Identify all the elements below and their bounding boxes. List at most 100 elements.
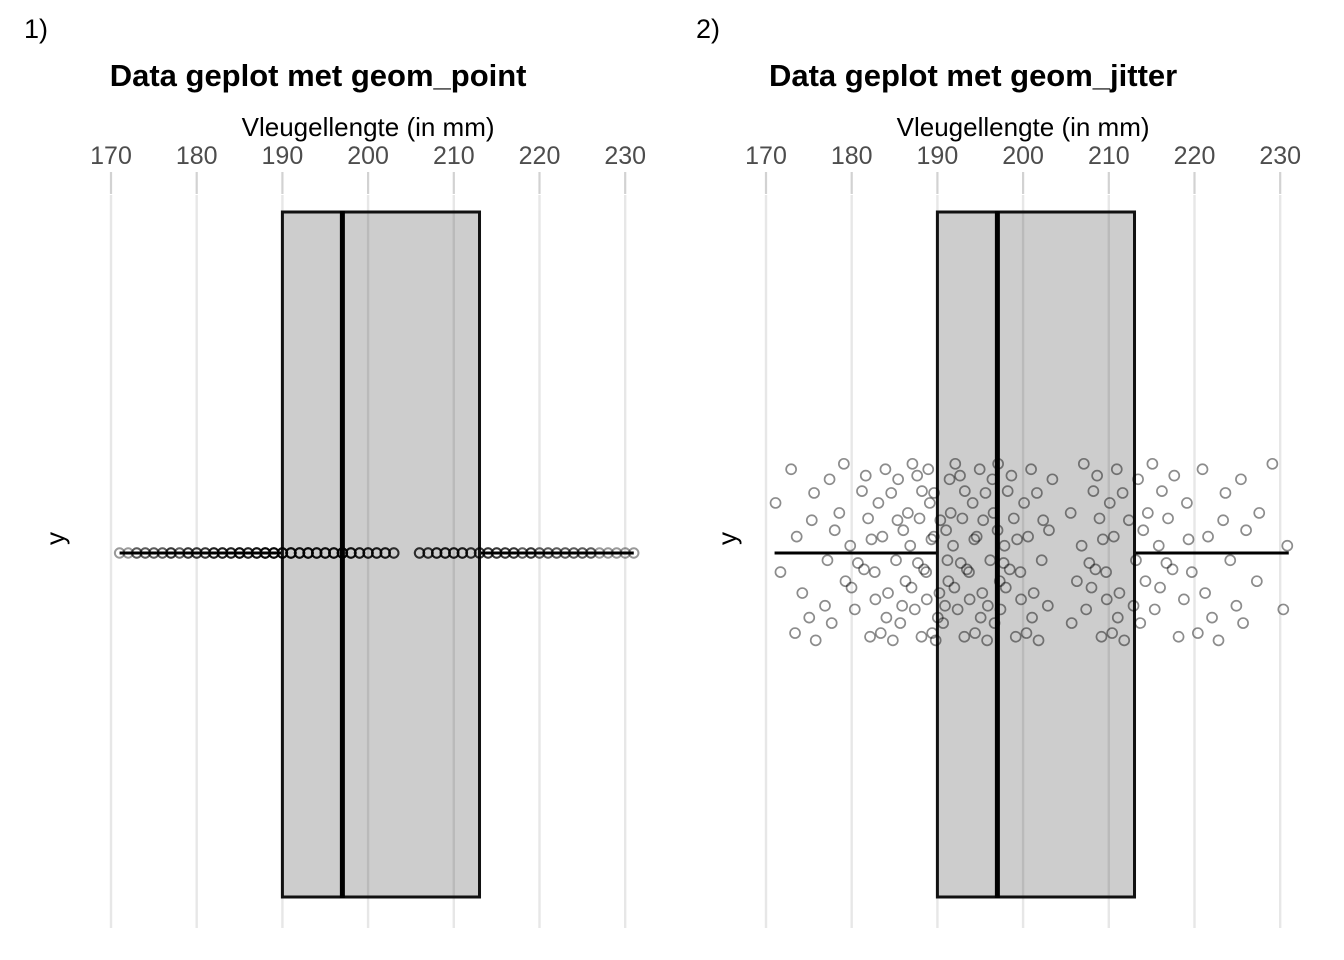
- data-point: [856, 485, 868, 497]
- data-point: [156, 547, 169, 559]
- data-point: [968, 533, 981, 546]
- data-point: [319, 547, 331, 559]
- data-point: [949, 457, 962, 470]
- data-point: [1087, 485, 1100, 497]
- data-point: [1217, 514, 1229, 527]
- data-point: [225, 547, 237, 559]
- data-point: [1162, 512, 1174, 525]
- data-point: [370, 547, 383, 559]
- data-point: [916, 485, 928, 497]
- data-point: [250, 547, 263, 559]
- data-point: [808, 487, 820, 499]
- data-point: [892, 473, 904, 486]
- data-point: [918, 563, 930, 576]
- data-point: [602, 547, 614, 559]
- data-point: [242, 547, 254, 559]
- data-point: [456, 547, 469, 559]
- data-point: [1116, 487, 1129, 499]
- data-point: [233, 547, 246, 559]
- data-point: [439, 547, 451, 559]
- x-tick-label: 230: [604, 142, 646, 170]
- data-point: [954, 469, 966, 482]
- data-point: [769, 497, 782, 509]
- data-point: [1152, 539, 1165, 552]
- data-point: [992, 457, 1004, 470]
- data-point: [1181, 497, 1193, 509]
- data-point: [499, 547, 511, 559]
- data-point: [319, 547, 331, 559]
- data-point: [1156, 485, 1168, 497]
- data-point: [890, 554, 902, 567]
- data-point: [302, 547, 314, 559]
- data-point: [508, 547, 520, 559]
- data-point: [525, 547, 537, 559]
- data-point: [353, 547, 366, 559]
- data-point: [268, 547, 280, 559]
- data-point: [869, 593, 882, 606]
- data-point: [927, 530, 940, 543]
- data-point: [533, 547, 546, 559]
- data-point: [986, 473, 999, 486]
- data-point: [302, 547, 314, 559]
- data-point: [576, 547, 589, 559]
- data-point: [872, 497, 885, 509]
- data-point: [928, 487, 940, 499]
- data-point: [465, 547, 477, 559]
- data-point: [1037, 514, 1050, 527]
- data-point: [858, 563, 870, 576]
- data-point: [268, 547, 280, 559]
- data-point: [328, 547, 340, 559]
- data-point: [1071, 575, 1083, 588]
- data-point: [1020, 627, 1033, 639]
- data-point: [1237, 617, 1249, 629]
- data-point: [1132, 473, 1144, 486]
- data-point: [937, 617, 949, 629]
- data-point: [1009, 630, 1022, 643]
- data-point: [1178, 593, 1190, 606]
- data-point: [516, 547, 529, 559]
- data-point: [516, 547, 529, 559]
- panel-geom-jitter: 170 180 190 200 210 220 230: [745, 142, 1301, 928]
- data-point: [1206, 611, 1218, 624]
- data-point: [242, 547, 254, 559]
- data-point: [336, 547, 349, 559]
- data-point: [902, 507, 914, 519]
- data-point: [233, 547, 246, 559]
- data-point: [1041, 599, 1054, 612]
- data-point: [998, 539, 1011, 552]
- data-point: [789, 627, 801, 639]
- data-point: [448, 547, 460, 559]
- data-point: [430, 547, 443, 559]
- data-point: [456, 547, 469, 559]
- data-point: [823, 473, 836, 486]
- data-point: [370, 547, 383, 559]
- x-tick-label: 220: [1174, 142, 1216, 170]
- data-point: [981, 634, 993, 647]
- data-point: [422, 547, 434, 559]
- data-point: [1240, 524, 1252, 537]
- data-point: [925, 533, 938, 546]
- data-point: [619, 547, 631, 559]
- data-point: [465, 547, 477, 559]
- data-point: [931, 611, 944, 624]
- data-point: [191, 547, 203, 559]
- data-point: [974, 611, 987, 624]
- data-point: [199, 547, 211, 559]
- data-point: [216, 547, 229, 559]
- x-tick-label: 190: [262, 142, 304, 170]
- data-point: [293, 547, 306, 559]
- data-point: [448, 547, 460, 559]
- subplot-geom-jitter: 170 180 190 200 210 220 230 2) Data geplot met…: [672, 0, 1344, 960]
- data-point: [225, 547, 237, 559]
- x-tick-label: 180: [831, 142, 873, 170]
- x-tick-label: 210: [1088, 142, 1130, 170]
- data-point: [550, 547, 563, 559]
- data-point: [1127, 599, 1140, 612]
- data-point: [293, 547, 306, 559]
- data-point: [422, 547, 434, 559]
- data-point: [1172, 630, 1185, 643]
- data-point: [865, 533, 878, 546]
- data-point: [944, 507, 957, 519]
- data-point: [1281, 539, 1294, 552]
- data-point: [994, 603, 1007, 616]
